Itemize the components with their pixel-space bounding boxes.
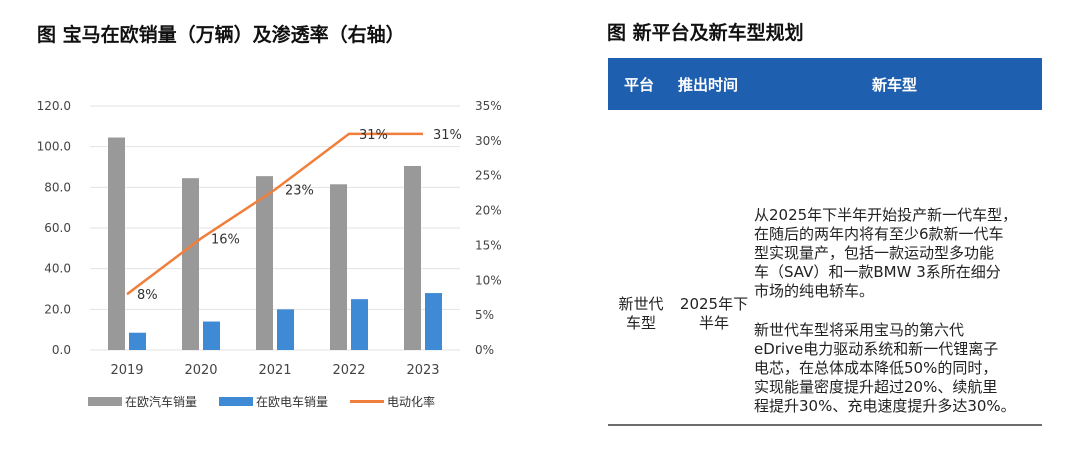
- y-right-tick-label: 10%: [475, 273, 502, 287]
- chart-title: 图 宝马在欧销量（万辆）及渗透率（右轴）: [37, 24, 405, 46]
- cell-platform-line: 新世代: [618, 295, 664, 313]
- model-paragraph-2: 新世代车型将采用宝马的第六代 eDrive电力驱动系统和新一代锂离子 电芯，在总…: [754, 321, 1042, 416]
- legend-item-penetration: 电动化率: [350, 393, 435, 410]
- model-line: 电芯，在总体成本降低50%的同时，: [754, 359, 998, 377]
- x-tick-label: 2020: [184, 363, 217, 378]
- y-right-tick-label: 35%: [475, 99, 502, 113]
- header-platform: 平台: [624, 76, 655, 94]
- model-line: 车（SAV）和一款BMW 3系所在细分: [754, 263, 1001, 281]
- y-right-tick-label: 30%: [475, 134, 502, 148]
- y-left-tick-label: 100.0: [37, 140, 71, 154]
- cell-platform: 新世代 车型: [610, 295, 672, 333]
- bar-ev-sales: [351, 299, 368, 350]
- model-line: 程提升30%、充电速度提升多达30%。: [754, 397, 1016, 415]
- cell-time-line: 半年: [698, 314, 729, 332]
- y-left-tick-label: 60.0: [44, 221, 71, 235]
- legend-swatch-penetration: [350, 400, 385, 403]
- data-label-penetration: 8%: [137, 288, 158, 303]
- y-right-tick-label: 0%: [475, 343, 494, 357]
- legend-label-penetration: 电动化率: [387, 395, 436, 409]
- data-label-penetration: 31%: [433, 128, 462, 143]
- bar-ev-sales: [129, 332, 146, 350]
- y-left-tick-label: 0.0: [52, 343, 71, 357]
- model-line: 新世代车型将采用宝马的第六代: [754, 321, 965, 339]
- legend-swatch-car-sales: [88, 397, 122, 406]
- model-line: eDrive电力驱动系统和新一代锂离子: [754, 340, 999, 358]
- model-line: 实现能量密度提升超过20%、续航里: [754, 378, 998, 396]
- bar-car-sales: [108, 137, 125, 350]
- y-left-tick-label: 40.0: [44, 262, 71, 276]
- y-left-tick-label: 80.0: [44, 180, 71, 194]
- chart-legend: 在欧汽车销量 在欧电车销量 电动化率: [88, 393, 457, 410]
- model-line: 型实现量产，包括一款运动型多功能: [754, 244, 995, 262]
- sales-chart: 0.0 20.0 40.0 60.0 80.0 100.0 120.0 0% 5% 10% 15% 2…: [37, 99, 502, 378]
- header-new-model: 新车型: [872, 76, 918, 94]
- bar-ev-sales: [277, 309, 294, 350]
- model-line: 在随后的两年内将有至少6款新一代车: [754, 225, 1004, 243]
- header-launch-time: 推出时间: [678, 76, 739, 94]
- table-title: 图 新平台及新车型规划: [607, 22, 804, 44]
- table-body: 新世代 车型 2025年下 半年 从2025年下半年开始投产新一代车型， 在随后…: [608, 110, 1042, 426]
- x-tick-label: 2022: [332, 363, 365, 378]
- legend-label-ev-sales: 在欧电车销量: [256, 395, 329, 409]
- cell-time-line: 2025年下: [679, 295, 749, 313]
- data-label-penetration: 23%: [285, 184, 314, 199]
- legend-label-car-sales: 在欧汽车销量: [125, 395, 198, 409]
- x-tick-label: 2021: [258, 363, 291, 378]
- cell-launch-time: 2025年下 半年: [674, 295, 754, 333]
- bar-car-sales: [404, 165, 421, 350]
- bar-car-sales: [182, 178, 199, 350]
- data-label-penetration: 31%: [359, 128, 388, 143]
- cell-new-model: 从2025年下半年开始投产新一代车型， 在随后的两年内将有至少6款新一代车 型实…: [754, 206, 1042, 416]
- y-right-tick-label: 5%: [475, 308, 494, 322]
- legend-item-ev-sales: 在欧电车销量: [219, 393, 328, 410]
- table-header-row: 平台 推出时间 新车型: [608, 58, 1042, 110]
- cell-platform-line: 车型: [625, 314, 656, 332]
- data-label-penetration: 16%: [211, 232, 240, 247]
- y-left-tick-label: 20.0: [44, 302, 71, 316]
- bar-car-sales: [256, 176, 273, 350]
- y-left-tick-label: 120.0: [37, 99, 71, 113]
- line-penetration: [126, 132, 423, 296]
- y-right-tick-label: 15%: [475, 238, 502, 252]
- x-tick-label: 2019: [110, 363, 143, 378]
- model-paragraph-1: 从2025年下半年开始投产新一代车型， 在随后的两年内将有至少6款新一代车 型实…: [754, 206, 1042, 301]
- bar-ev-sales: [425, 293, 442, 350]
- model-line: 市场的纯电轿车。: [754, 282, 875, 300]
- legend-item-car-sales: 在欧汽车销量: [88, 393, 197, 410]
- platform-table: 平台 推出时间 新车型 新世代 车型 2025年下 半年 从2025年下半年开始…: [608, 58, 1042, 426]
- x-tick-label: 2023: [406, 363, 439, 378]
- y-right-tick-label: 20%: [475, 204, 502, 218]
- bar-ev-sales: [203, 321, 220, 350]
- model-line: 从2025年下半年开始投产新一代车型，: [754, 206, 1018, 224]
- bar-car-sales: [330, 184, 347, 350]
- y-right-tick-label: 25%: [475, 169, 502, 183]
- legend-swatch-ev-sales: [219, 397, 254, 406]
